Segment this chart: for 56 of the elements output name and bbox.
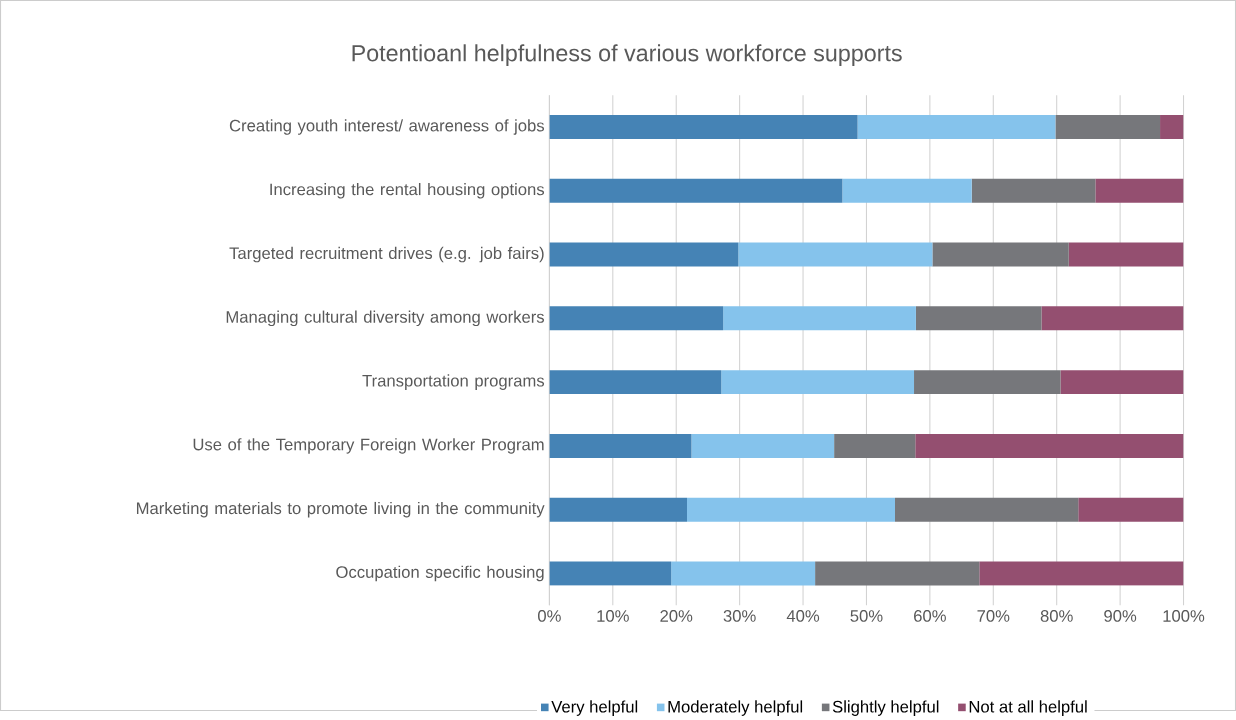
bar — [549, 497, 687, 522]
x-tick-label: 90% — [1104, 610, 1137, 622]
bar — [723, 306, 916, 331]
legend-label: Moderately helpful — [668, 700, 803, 716]
bar — [915, 434, 1184, 459]
bar — [914, 370, 1061, 395]
bar — [1078, 497, 1184, 522]
bar — [1160, 115, 1184, 140]
bar — [549, 242, 739, 267]
bar — [834, 434, 916, 459]
x-tick-label: 80% — [1040, 610, 1073, 622]
bar — [687, 497, 895, 522]
y-tick-label: Creating youth interest/ awareness of jobs — [229, 119, 545, 135]
bar — [1041, 306, 1184, 331]
x-tick-label: 30% — [723, 610, 756, 622]
y-tick-label: Use of the Temporary Foreign Worker Program — [193, 438, 544, 454]
bar — [842, 178, 972, 203]
bar — [691, 434, 835, 459]
legend-label: Slightly helpful — [832, 700, 939, 716]
legend-label: Not at all helpful — [969, 700, 1087, 716]
bar — [1068, 242, 1184, 267]
y-tick-label: Managing cultural diversity among workers — [226, 310, 545, 327]
bar — [915, 306, 1042, 331]
x-tick-label: 20% — [660, 610, 693, 622]
bar — [549, 115, 858, 140]
bar — [549, 178, 843, 203]
bar — [1055, 115, 1161, 140]
y-tick-label: Targeted recruitment drives (e.g. job fairs) — [229, 246, 544, 263]
bar — [549, 561, 672, 586]
bar — [549, 370, 722, 395]
bar — [721, 370, 915, 395]
y-tick-label: Transportation programs — [362, 374, 545, 391]
bar — [857, 115, 1056, 140]
bar — [1060, 370, 1184, 395]
chart-title: Potentioanl helpfulness of various workforce supports — [352, 44, 902, 67]
bar — [971, 178, 1096, 203]
bar — [738, 242, 933, 267]
x-tick-label: 70% — [977, 610, 1010, 622]
bar — [671, 561, 816, 586]
y-tick-label: Increasing the rental housing options — [270, 183, 545, 199]
x-tick-label: 10% — [597, 610, 629, 622]
y-tick-label: Occupation specific housing — [336, 565, 544, 582]
bar — [932, 242, 1069, 267]
x-tick-label: 50% — [850, 610, 883, 622]
bar — [979, 561, 1184, 586]
bar — [1095, 178, 1184, 203]
bar — [549, 434, 692, 459]
bar — [549, 306, 724, 331]
x-tick-label: 100% — [1163, 610, 1205, 622]
x-tick-label: 60% — [914, 610, 946, 622]
x-tick-label: 40% — [786, 610, 820, 622]
bar — [815, 561, 980, 586]
y-tick-label: Marketing materials to promote living in the community — [136, 502, 545, 518]
bar — [894, 497, 1079, 522]
x-tick-label: 0% — [538, 610, 561, 622]
legend-label: Very helpful — [551, 700, 638, 716]
